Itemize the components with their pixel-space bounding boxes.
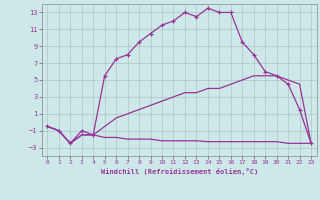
X-axis label: Windchill (Refroidissement éolien,°C): Windchill (Refroidissement éolien,°C)	[100, 168, 258, 175]
